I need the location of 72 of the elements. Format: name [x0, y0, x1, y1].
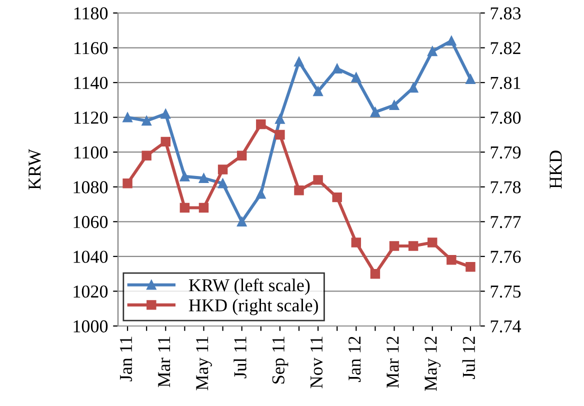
point [408, 82, 418, 93]
y2-tick-label: 7.82 [490, 42, 520, 54]
x-tick-label: Nov 11 [310, 336, 323, 388]
point [466, 262, 476, 272]
point [180, 202, 190, 213]
x-tick-label: Mar 12 [386, 336, 399, 388]
y2-tick-label: 7.74 [490, 320, 522, 333]
point [180, 172, 190, 182]
x-tick-label: May 11 [196, 336, 212, 390]
y-tick-label: 1100 [74, 146, 108, 159]
y2-tick-label: 7.76 [490, 250, 521, 263]
point [142, 150, 152, 160]
x-tick-label: Jul 12 [462, 336, 475, 379]
legend-label: HKD (right scale) [188, 298, 318, 316]
point [351, 238, 362, 248]
point [236, 150, 247, 160]
y-tick-label: 1040 [74, 250, 108, 263]
point [408, 241, 418, 251]
point [332, 64, 342, 74]
y-tick-label: 1060 [74, 216, 108, 228]
point [389, 100, 400, 110]
point [428, 46, 438, 56]
y2-axis-title: HKD [550, 150, 562, 189]
point [160, 108, 170, 119]
point [370, 268, 380, 279]
x-tick-label: Mar 11 [158, 336, 170, 388]
point [256, 119, 266, 130]
y2-tick-label: 7.83 [490, 7, 521, 20]
point [256, 188, 266, 199]
x-tick-label: Jan 12 [348, 336, 361, 382]
point [389, 241, 400, 251]
point [428, 238, 438, 248]
y-tick-label: 1180 [74, 7, 108, 20]
point [351, 72, 362, 82]
point [218, 178, 228, 188]
y-tick-label: 1000 [74, 320, 108, 332]
x-tick-label: Jan 11 [120, 336, 132, 382]
point [313, 86, 323, 96]
y-tick-label: 1020 [74, 285, 108, 298]
point [446, 36, 456, 46]
x-tick-label: May 12 [424, 336, 441, 391]
y2-tick-label: 7.77 [490, 216, 521, 228]
point [122, 178, 132, 188]
point [122, 112, 132, 122]
point [275, 130, 285, 140]
point [446, 255, 456, 265]
legend-label: KRW (left scale) [188, 278, 310, 296]
y2-tick-label: 7.80 [490, 112, 521, 124]
point [294, 56, 304, 67]
y2-tick-label: 7.79 [490, 146, 521, 159]
y-tick-label: 1160 [74, 42, 108, 54]
point [160, 136, 170, 147]
point [275, 114, 285, 124]
y-tick-label: 1140 [74, 76, 108, 89]
point [198, 173, 209, 184]
y-tick-label: 1120 [74, 112, 108, 124]
point [236, 216, 247, 227]
y2-tick-label: 7.75 [490, 286, 521, 298]
x-tick-label: Sep 11 [272, 336, 288, 384]
point [142, 116, 152, 126]
x-tick-label: Jul 11 [234, 336, 246, 378]
y-axis-title: KRW [28, 148, 41, 190]
point [370, 107, 380, 117]
point [313, 175, 323, 185]
y-tick-label: 1080 [74, 181, 108, 194]
point [294, 186, 304, 196]
point [332, 192, 342, 202]
y2-tick-label: 7.78 [490, 181, 521, 194]
y2-tick-label: 7.81 [490, 76, 520, 90]
point [198, 202, 209, 213]
point [218, 164, 228, 174]
point [466, 74, 476, 84]
